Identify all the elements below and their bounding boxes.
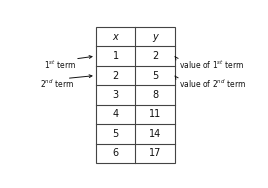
Text: 5: 5 [112,129,119,139]
Text: 5: 5 [152,70,158,80]
Text: y: y [152,32,158,42]
Text: 3: 3 [113,90,119,100]
Text: 17: 17 [149,148,161,158]
Text: 2: 2 [112,70,119,80]
Text: $1^{st}$ term: $1^{st}$ term [44,58,76,71]
Text: 2: 2 [152,51,158,61]
Text: x: x [113,32,118,42]
Text: 11: 11 [149,109,161,119]
Text: 8: 8 [152,90,158,100]
Text: 4: 4 [113,109,119,119]
Text: 14: 14 [149,129,161,139]
Text: 1: 1 [113,51,119,61]
Text: value of $2^{nd}$ term: value of $2^{nd}$ term [179,78,246,90]
Text: value of $1^{st}$ term: value of $1^{st}$ term [179,58,244,71]
Text: 6: 6 [113,148,119,158]
Bar [96,27,175,163]
Text: $2^{nd}$ term: $2^{nd}$ term [40,78,74,90]
